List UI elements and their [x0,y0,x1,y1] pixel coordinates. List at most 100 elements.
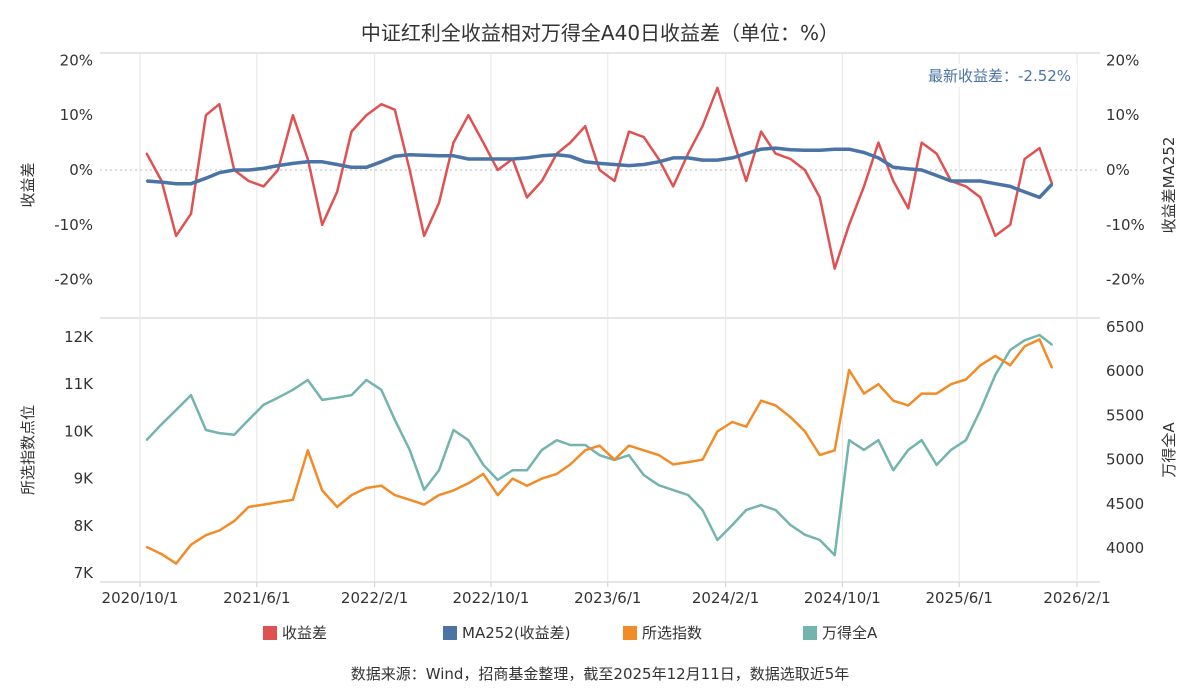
data-point [233,520,236,523]
series-ma252-points [145,147,1054,199]
data-point [306,449,309,452]
data-point [877,383,880,386]
data-point [935,174,938,177]
data-point [863,151,866,154]
data-point [687,461,690,464]
data-point [833,267,836,270]
data-point [774,147,777,150]
data-point [935,392,938,395]
data-point [701,159,704,162]
legend-item-spread[interactable]: 收益差 [263,622,327,643]
data-point [380,388,383,391]
data-point [306,158,309,161]
x-tick-label: 2025/6/1 [926,589,993,607]
data-point [672,463,675,466]
data-point [687,156,690,159]
y-axis-label-right: 收益差MA252 [1160,137,1178,234]
data-point [291,162,294,165]
data-point [291,388,294,391]
data-point [526,469,529,472]
data-point [774,152,777,155]
data-point [218,529,221,532]
data-point [598,162,601,165]
data-point [247,169,250,171]
data-point [321,160,324,163]
data-point [803,149,806,152]
data-point [760,148,763,151]
data-point [218,171,221,174]
data-point [423,154,426,157]
x-tick-label: 2026/2/1 [1043,589,1110,607]
data-point [145,546,148,549]
data-point [569,444,572,447]
data-point [964,378,967,381]
data-point [218,103,221,106]
y-tick-label-right: -10% [1106,216,1145,234]
data-point [1023,158,1026,161]
data-point [598,454,601,457]
data-point [760,504,763,507]
data-point [438,154,441,157]
data-point [467,158,470,161]
data-point [423,488,426,491]
data-point [408,498,411,501]
data-point [672,156,675,159]
y-tick-label-left: 10% [60,106,93,124]
data-point [496,478,499,481]
legend-item-wind-all-a[interactable]: 万得全A [803,622,877,643]
data-point [627,130,630,133]
data-point [452,428,455,431]
data-point [920,169,923,171]
data-point [994,374,997,377]
data-point [613,179,616,182]
legend-item-ma252[interactable]: MA252(收益差) [443,622,571,643]
data-point [803,169,806,171]
data-point [701,458,704,461]
data-point [204,177,207,180]
data-point [496,494,499,497]
y-tick-label-right: 6000 [1106,362,1144,380]
data-point [321,223,324,226]
data-point [584,449,587,452]
legend-swatch [263,625,277,640]
data-point [569,141,572,144]
data-point [642,449,645,452]
data-point [175,234,178,237]
data-point [467,439,470,442]
y-tick-label-right: 4000 [1106,539,1144,557]
data-point [848,148,851,151]
data-point [877,141,880,144]
data-point [1023,190,1026,193]
data-point [233,433,236,436]
data-point [979,179,982,182]
data-point [613,163,616,166]
data-point [877,439,880,442]
legend-item-selected-index[interactable]: 所选指数 [623,622,702,643]
data-point [555,153,558,156]
data-point [745,152,748,155]
data-point [438,201,441,204]
data-point [526,484,529,487]
data-point [482,472,485,475]
y-tick-label-left: 7K [74,564,95,582]
data-point [979,196,982,199]
data-point [408,169,411,171]
legend-label: 万得全A [822,624,878,642]
data-point [935,152,938,155]
data-point [262,503,265,506]
data-point [950,383,953,386]
y-tick-label-left: 12K [64,328,94,346]
data-point [393,418,396,421]
data-point [511,469,514,472]
data-point [262,185,265,188]
data-point [336,396,339,399]
data-point [745,508,748,511]
data-point [438,494,441,497]
data-point [569,463,572,466]
data-point [803,533,806,536]
data-point [160,181,163,184]
data-point [482,158,485,161]
data-point [496,169,499,171]
data-point [540,448,543,451]
data-point [789,524,792,527]
